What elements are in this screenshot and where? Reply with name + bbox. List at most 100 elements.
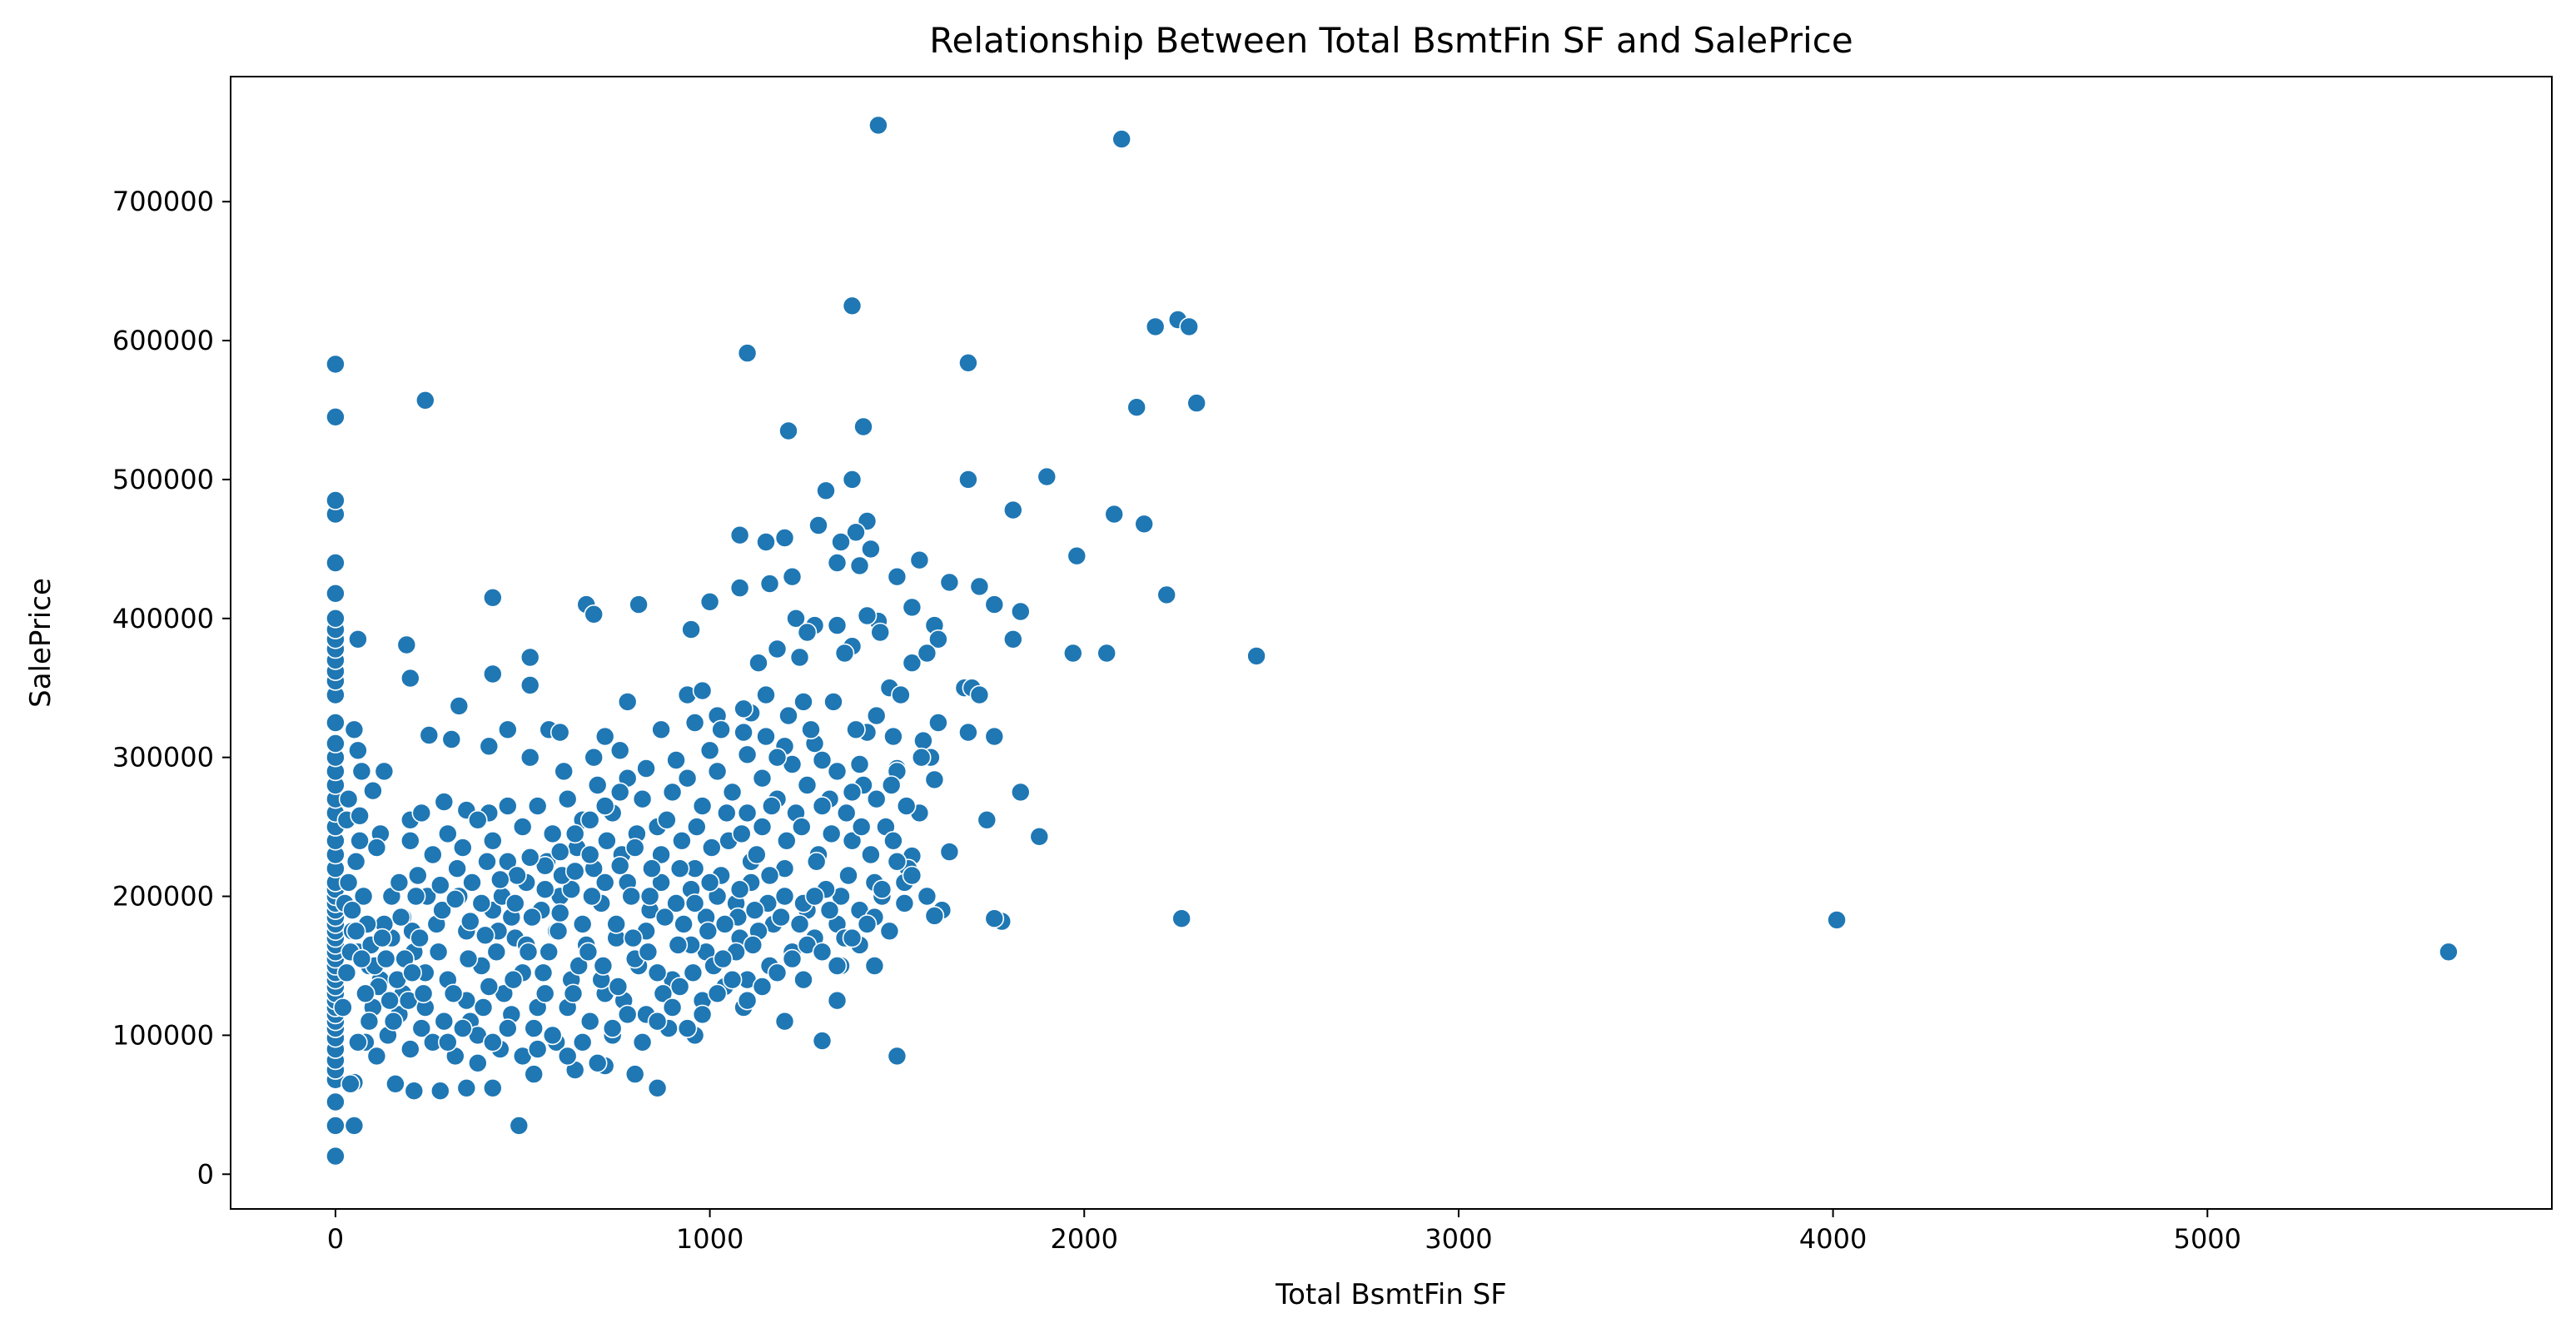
data-point: [527, 1039, 548, 1059]
data-point: [804, 886, 825, 907]
data-point: [958, 352, 978, 373]
data-point: [579, 1011, 600, 1032]
data-point: [662, 782, 683, 803]
points-layer: [326, 115, 2459, 1166]
data-point: [353, 886, 374, 907]
data-point: [434, 1011, 455, 1032]
data-point: [535, 983, 555, 1004]
data-point: [853, 416, 873, 437]
chart-title: Relationship Between Total BsmtFin SF an…: [929, 20, 1852, 61]
data-point: [748, 653, 768, 674]
data-point: [1246, 646, 1266, 666]
data-point: [902, 865, 922, 886]
data-point: [846, 719, 866, 740]
data-point: [1156, 584, 1176, 605]
data-point: [793, 692, 813, 712]
data-point: [400, 830, 420, 851]
data-point: [326, 734, 346, 754]
data-point: [389, 873, 410, 893]
data-point: [774, 1011, 795, 1032]
data-point: [642, 858, 662, 878]
data-point: [479, 977, 500, 997]
data-point: [958, 470, 978, 490]
data-point: [699, 591, 720, 612]
data-point: [490, 869, 510, 890]
data-point: [734, 699, 753, 719]
data-point: [857, 605, 878, 626]
data-point: [722, 782, 743, 803]
data-point: [894, 893, 915, 913]
data-point: [524, 1018, 545, 1038]
data-point: [707, 761, 728, 782]
data-point: [380, 990, 400, 1011]
data-point: [410, 928, 430, 948]
data-point: [789, 914, 810, 934]
data-point: [422, 844, 443, 865]
data-point: [699, 873, 720, 893]
data-point: [482, 587, 503, 608]
data-point: [497, 852, 518, 872]
data-point: [866, 705, 887, 726]
data-point: [356, 983, 375, 1004]
data-point: [342, 900, 362, 920]
data-point: [917, 886, 937, 907]
data-point: [344, 1116, 365, 1136]
data-point: [415, 390, 435, 410]
data-point: [624, 1064, 645, 1084]
data-point: [520, 747, 540, 768]
data-point: [1171, 908, 1191, 928]
data-point: [326, 354, 346, 375]
data-point: [550, 842, 570, 862]
data-point: [402, 962, 422, 983]
data-point: [497, 719, 518, 740]
y-tick-label: 200000: [112, 881, 214, 913]
data-point: [686, 817, 707, 837]
data-point: [827, 956, 848, 976]
data-point: [698, 921, 719, 942]
data-point: [666, 750, 686, 770]
data-point: [864, 956, 885, 976]
data-point: [578, 942, 599, 962]
data-point: [326, 553, 346, 573]
data-point: [375, 948, 396, 969]
data-point: [902, 597, 922, 618]
data-point: [579, 809, 600, 830]
data-point: [883, 726, 903, 747]
data-point: [827, 761, 848, 782]
x-tick-label: 4000: [1799, 1223, 1867, 1255]
data-point: [672, 830, 692, 851]
data-point: [333, 997, 353, 1017]
data-point: [924, 906, 945, 926]
data-point: [812, 796, 833, 816]
data-point: [851, 817, 872, 837]
data-point: [432, 900, 452, 920]
data-point: [594, 873, 615, 893]
data-point: [445, 889, 465, 909]
data-point: [977, 809, 997, 830]
data-point: [868, 115, 888, 136]
data-point: [861, 539, 881, 560]
data-point: [654, 907, 675, 928]
data-point: [326, 713, 346, 733]
data-point: [462, 873, 482, 893]
data-point: [638, 942, 659, 962]
data-point: [651, 719, 671, 740]
data-point: [879, 921, 900, 942]
data-point: [344, 719, 365, 740]
data-point: [351, 761, 372, 782]
data-point: [928, 629, 948, 649]
data-point: [602, 1018, 623, 1038]
data-point: [326, 1146, 346, 1166]
data-point: [662, 997, 683, 1017]
data-point: [849, 754, 870, 774]
data-point: [866, 788, 887, 809]
data-point: [594, 726, 615, 747]
data-point: [366, 838, 387, 858]
data-point: [338, 873, 359, 893]
data-point: [396, 634, 417, 655]
data-point: [1145, 316, 1166, 337]
data-point: [520, 848, 540, 868]
data-point: [836, 803, 857, 823]
data-point: [584, 747, 604, 768]
